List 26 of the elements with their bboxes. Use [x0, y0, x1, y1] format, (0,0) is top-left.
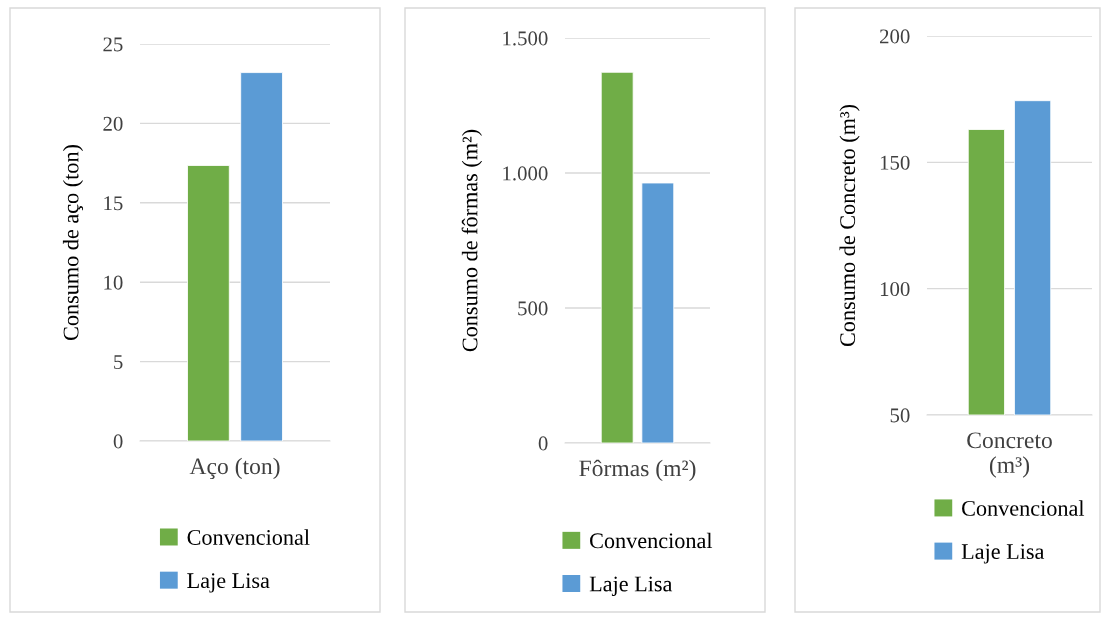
- y-tick-label: 200: [880, 29, 910, 44]
- y-axis-title: Consumo de fôrmas (m²): [461, 129, 483, 352]
- x-tick-label: Aço (ton): [189, 457, 280, 480]
- y-tick-label: 15: [104, 196, 123, 211]
- legend-label: Laje Lisa: [187, 573, 270, 593]
- legend-label: Laje Lisa: [961, 544, 1045, 564]
- y-axis-title: Consumo de aço (ton): [62, 145, 84, 341]
- y-tick-label: 25: [103, 37, 123, 52]
- legend-label: Convencional: [590, 532, 713, 549]
- y-tick-label: 0: [113, 434, 123, 449]
- y-tick-label: 100: [880, 282, 910, 297]
- y-tick-label: 5: [114, 355, 123, 370]
- y-tick-label: 150: [880, 155, 910, 170]
- y-axis-title: Consumo de Concreto (m³): [839, 104, 860, 347]
- legend-label: Laje Lisa: [589, 576, 673, 596]
- y-tick-label: 500: [518, 301, 548, 316]
- y-tick-label: 1.000: [503, 166, 548, 181]
- y-tick-label: 20: [103, 116, 123, 131]
- y-tick-label: 50: [890, 408, 910, 423]
- x-tick-label: Concreto (m³): [967, 432, 1052, 478]
- legend-label: Convencional: [962, 500, 1085, 516]
- y-tick-label: 10: [104, 275, 123, 290]
- x-tick-label: Fôrmas (m²): [579, 459, 696, 482]
- y-tick-label: 0: [538, 436, 548, 451]
- y-tick-label: 1.500: [503, 31, 548, 46]
- legend-label: Convencional: [187, 529, 310, 545]
